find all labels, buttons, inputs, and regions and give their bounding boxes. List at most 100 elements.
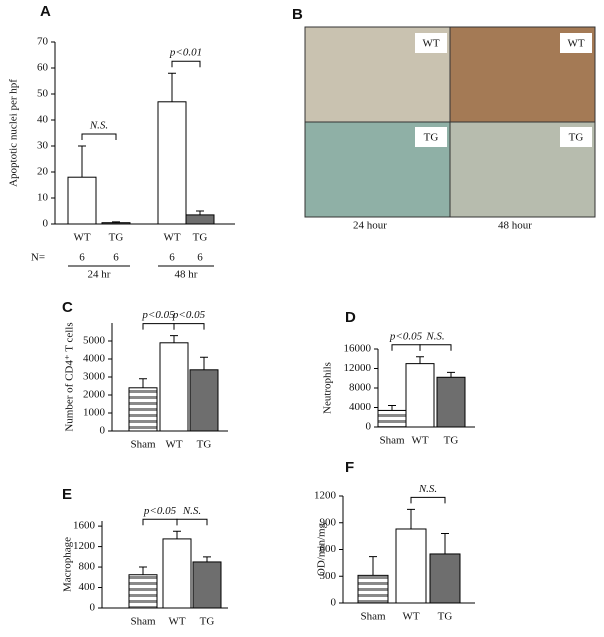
error-bar [78, 145, 86, 178]
y-tick-label: 70 [37, 36, 49, 48]
error-bar [168, 72, 176, 102]
x-tick-label: TG [109, 232, 124, 244]
n-value: 6 [197, 252, 203, 264]
bar [395, 528, 427, 604]
x-tick-label: WT [168, 616, 185, 628]
y-tick-label: 30 [37, 140, 49, 152]
error-bar [369, 556, 377, 576]
panel-letter: D [345, 309, 356, 326]
x-tick-label: Sham [360, 611, 386, 623]
y-tick-label: 40 [37, 114, 49, 126]
x-tick-label: TG [438, 611, 453, 623]
panel-letter: B [292, 6, 303, 23]
caption: 24 hour [353, 220, 387, 232]
label-box [415, 33, 447, 53]
y-tick-label: 50 [37, 88, 49, 100]
y-tick-label: 20 [37, 166, 49, 178]
x-tick-label: WT [402, 611, 419, 623]
error-bar [139, 378, 147, 388]
n-value: 6 [79, 252, 85, 264]
y-tick-label: 900 [320, 516, 337, 528]
y-axis-label: Number of CD4⁺ T cells [64, 322, 76, 431]
error-bar [170, 335, 178, 343]
y-tick-label: 0 [331, 597, 337, 609]
x-tick-label: WT [411, 435, 428, 447]
bar [67, 176, 97, 225]
y-tick-label: 0 [90, 602, 96, 614]
panel-letter: A [40, 3, 51, 20]
significance-bracket [419, 344, 452, 351]
significance-label: p<0.05 [172, 309, 206, 321]
bar [192, 561, 222, 609]
bar [157, 101, 187, 225]
x-tick-label: TG [200, 616, 215, 628]
bar [185, 214, 215, 225]
x-tick-label: TG [193, 232, 208, 244]
error-bar [112, 221, 120, 223]
x-tick-label: TG [444, 435, 459, 447]
caption: 48 hour [498, 220, 532, 232]
significance-bracket [176, 518, 208, 526]
x-tick-label: WT [163, 232, 180, 244]
image-label: WT [567, 38, 584, 50]
bar [101, 222, 131, 225]
y-tick-label: 0 [43, 218, 49, 230]
n-label: N= [31, 252, 45, 264]
y-tick-label: 3000 [83, 371, 106, 383]
y-tick-label: 10 [37, 192, 49, 204]
significance-bracket [171, 60, 201, 68]
image-label: WT [422, 38, 439, 50]
significance-bracket [391, 344, 421, 351]
y-tick-label: 400 [79, 581, 96, 593]
bar [162, 538, 192, 609]
x-tick-label: TG [197, 439, 212, 451]
error-bar [388, 405, 396, 411]
significance-label: p<0.01 [169, 47, 202, 59]
label-box [415, 127, 447, 147]
x-tick-label: Sham [379, 435, 405, 447]
y-tick-label: 5000 [83, 335, 106, 347]
y-axis-label: Macrophage [62, 537, 74, 592]
bar [357, 574, 389, 604]
significance-label: p<0.05 [389, 330, 423, 342]
n-value: 6 [113, 252, 119, 264]
y-tick-label: 4000 [349, 401, 372, 413]
error-bar [196, 210, 204, 215]
y-tick-label: 600 [320, 543, 337, 555]
significance-bracket [142, 323, 175, 330]
label-box [560, 127, 592, 147]
y-tick-label: 1200 [314, 490, 337, 502]
y-tick-label: 800 [79, 561, 96, 573]
bar [377, 409, 407, 428]
panel-letter: E [62, 486, 72, 503]
y-tick-label: 300 [320, 570, 337, 582]
y-axis-label: OD/min/mg [316, 522, 328, 576]
image-label: TG [569, 132, 584, 144]
significance-bracket [173, 323, 205, 330]
y-tick-label: 8000 [349, 382, 372, 394]
error-bar [200, 356, 208, 370]
error-bar [203, 556, 211, 562]
significance-label: N.S. [425, 330, 444, 342]
significance-label: N.S. [418, 483, 437, 495]
significance-label: p<0.05 [141, 309, 175, 321]
significance-bracket [142, 518, 178, 526]
significance-label: N.S. [89, 120, 108, 132]
y-tick-label: 0 [100, 425, 106, 437]
significance-label: p<0.05 [143, 505, 177, 517]
error-bar [407, 508, 415, 529]
y-tick-label: 1200 [73, 540, 96, 552]
bar [128, 574, 158, 609]
y-tick-label: 4000 [83, 353, 106, 365]
x-tick-label: WT [165, 439, 182, 451]
x-tick-label: WT [73, 232, 90, 244]
error-bar [173, 530, 181, 539]
n-value: 6 [169, 252, 175, 264]
bar [189, 369, 219, 432]
y-tick-label: 1000 [83, 407, 106, 419]
y-tick-label: 16000 [344, 343, 372, 355]
y-axis-label: Neutrophils [322, 362, 334, 414]
panel-letter: C [62, 299, 73, 316]
error-bar [447, 371, 455, 378]
x-tick-label: Sham [130, 616, 156, 628]
